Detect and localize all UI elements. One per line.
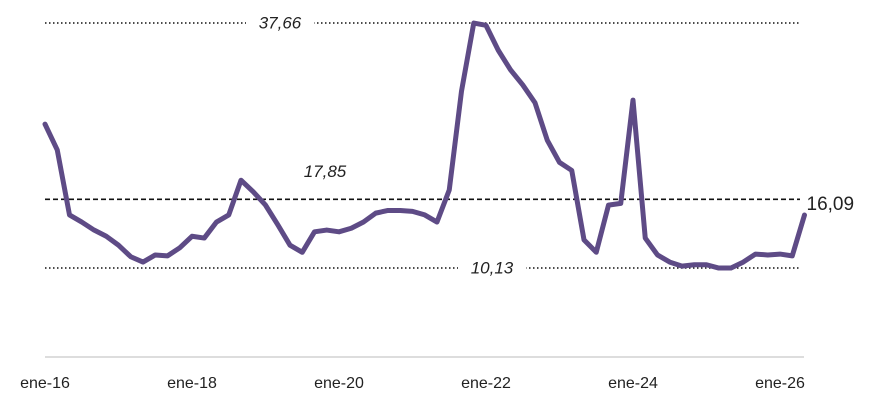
label-background (246, 12, 314, 35)
reference-label: 17,85 (304, 162, 347, 181)
x-tick-label: ene-18 (167, 375, 217, 392)
x-tick-label: ene-24 (608, 375, 658, 392)
value-label: 16,09 (807, 194, 855, 215)
x-tick-label: ene-16 (20, 375, 70, 392)
reference-label: 37,66 (259, 14, 302, 33)
data-line (42, 20, 807, 271)
x-tick-label: ene-20 (314, 375, 364, 392)
label-background (458, 257, 526, 280)
x-tick-label: ene-26 (755, 375, 805, 392)
reference-label: 10,13 (471, 259, 514, 278)
x-tick-label: ene-22 (461, 375, 511, 392)
